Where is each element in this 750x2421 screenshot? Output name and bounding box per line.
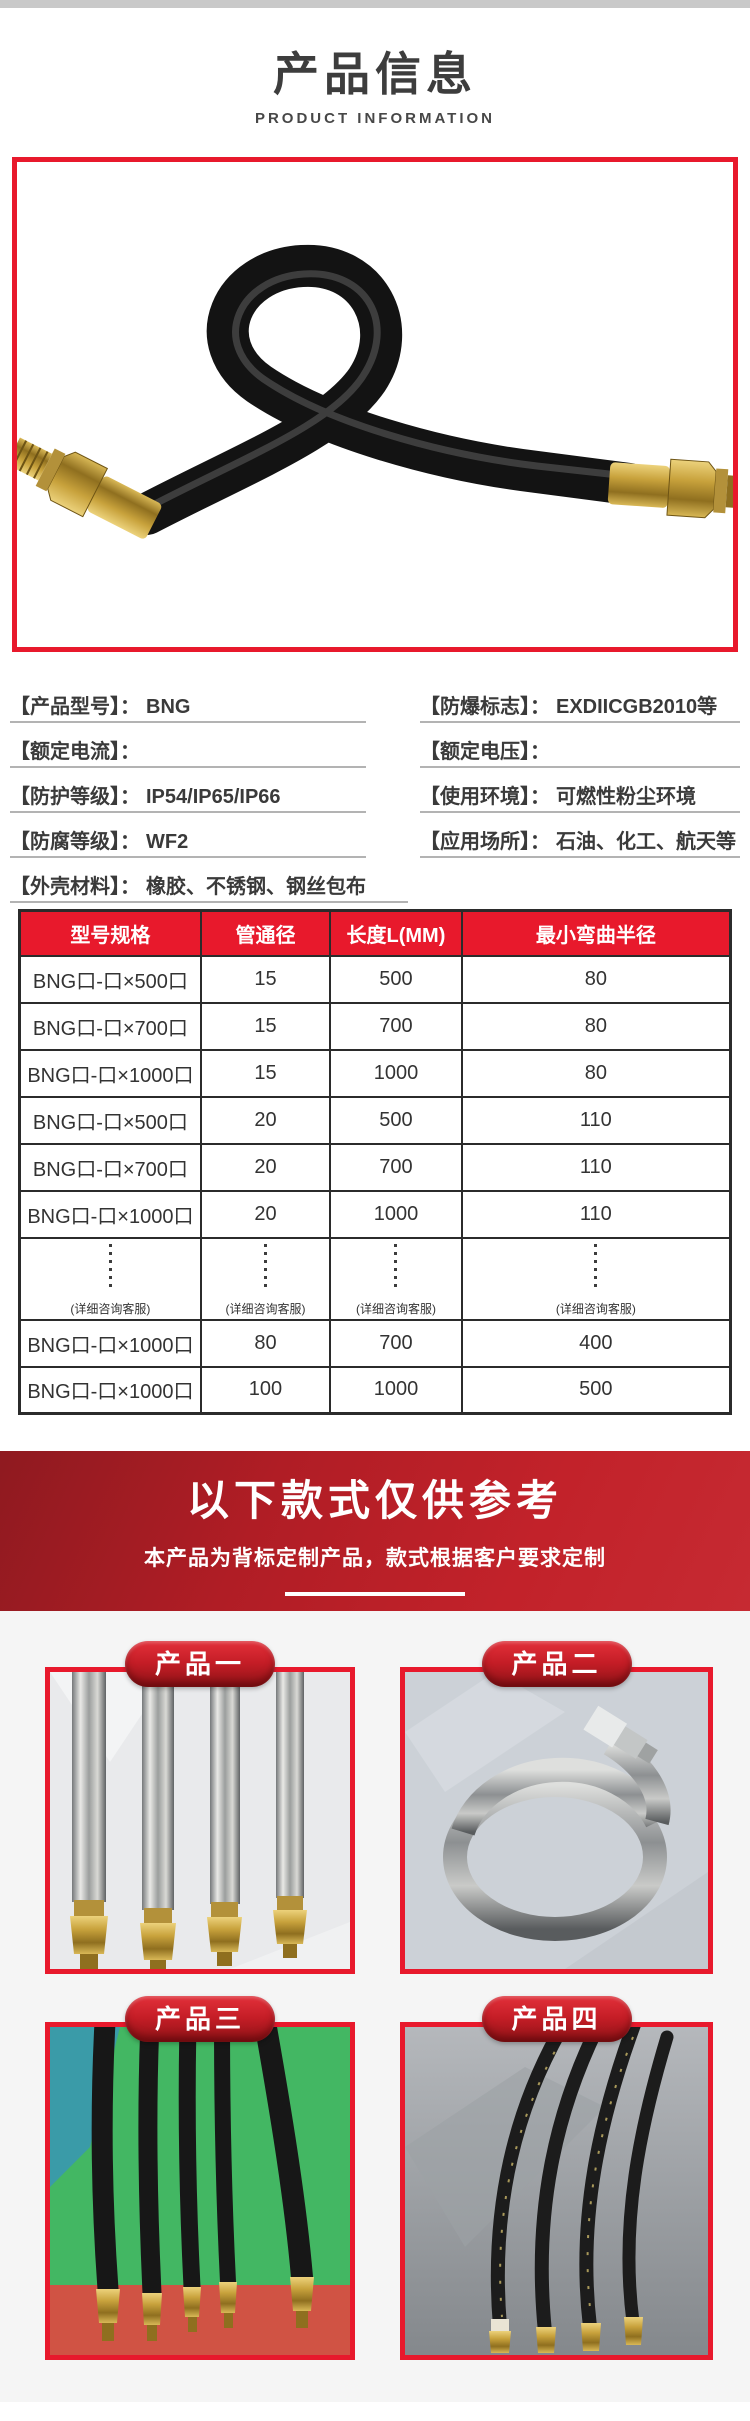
spec-row-rated-voltage: 【额定电压】： xyxy=(420,723,740,768)
spec-list: 【产品型号】： BNG 【额定电流】： 【防护等级】： IP54/IP65/IP66… xyxy=(0,678,750,903)
spec-row-shell-material: 【外壳材料】： 橡胶、不锈钢、钢丝包布 xyxy=(10,858,408,903)
table-row: BNG口-口×1000口 20 1000 110 xyxy=(18,1189,732,1239)
table-row: BNG口-口×700口 20 700 110 xyxy=(18,1142,732,1192)
black-hoses-green-photo xyxy=(50,2027,350,2355)
product-photo-frame-1 xyxy=(45,1667,355,1974)
gallery-grid: 产品一 xyxy=(45,1641,713,2360)
product-card-4: 产品四 xyxy=(400,1996,713,2360)
spec-row-use-environment: 【使用环境】： 可燃性粉尘环境 xyxy=(420,768,740,813)
main-product-photo-frame xyxy=(12,157,738,652)
vertical-dots-icon xyxy=(594,1244,598,1292)
product-style-gallery: 产品一 xyxy=(0,1611,750,2402)
spec-row-application-place: 【应用场所】： 石油、化工、航天等 xyxy=(420,813,740,858)
banner-divider xyxy=(285,1591,465,1596)
spec-column-right: 【防爆标志】： EXDIICGB2010等 【额定电压】： 【使用环境】： 可燃性粉… xyxy=(420,678,740,903)
table-row-ellipsis: (详细咨询客服) (详细咨询客服) (详细咨询客服) (详细咨询客服) xyxy=(18,1236,732,1321)
table-row: BNG口-口×1000口 80 700 400 xyxy=(18,1318,732,1368)
product-label-2: 产品二 xyxy=(481,1641,632,1687)
black-hoses-gray-photo xyxy=(405,2027,708,2355)
table-header: 型号规格 管通径 长度L(MM) 最小弯曲半径 xyxy=(18,909,732,957)
product-photo-frame-2 xyxy=(400,1667,713,1974)
table-row: BNG口-口×1000口 100 1000 500 xyxy=(18,1365,732,1415)
spec-row-rated-current: 【额定电流】： xyxy=(10,723,366,768)
product-card-3: 产品三 xyxy=(45,1996,355,2360)
col-header-model: 型号规格 xyxy=(18,909,202,957)
braided-hoses-photo xyxy=(50,1672,350,1969)
reference-notice-banner: 以下款式仅供参考 本产品为背标定制产品，款式根据客户要求定制 xyxy=(0,1451,750,1611)
vertical-dots-icon xyxy=(108,1244,112,1292)
page-subtitle: PRODUCT INFORMATION xyxy=(254,110,496,127)
table-row: BNG口-口×1000口 15 1000 80 xyxy=(18,1048,732,1098)
model-spec-table: 型号规格 管通径 长度L(MM) 最小弯曲半径 BNG口-口×500口 15 500… xyxy=(18,909,732,1415)
col-header-diameter: 管通径 xyxy=(199,909,332,957)
top-gray-bar xyxy=(0,0,750,8)
right-brass-fitting xyxy=(607,458,733,519)
table-row: BNG口-口×500口 20 500 110 xyxy=(18,1095,732,1145)
banner-title: 以下款式仅供参考 xyxy=(186,1476,563,1524)
product-label-3: 产品三 xyxy=(124,1996,276,2042)
spec-row-protection-grade: 【防护等级】： IP54/IP65/IP66 xyxy=(10,768,366,813)
coiled-braided-hose-photo xyxy=(405,1672,708,1969)
spec-column-left: 【产品型号】： BNG 【额定电流】： 【防护等级】： IP54/IP65/IP66… xyxy=(10,678,408,903)
product-card-1: 产品一 xyxy=(45,1641,355,1974)
page-title: 产品信息 xyxy=(273,48,477,100)
product-photo-frame-4 xyxy=(400,2022,713,2360)
banner-subtitle: 本产品为背标定制产品，款式根据客户要求定制 xyxy=(144,1546,606,1570)
vertical-dots-icon xyxy=(263,1244,267,1292)
spec-row-exproof-mark: 【防爆标志】： EXDIICGB2010等 xyxy=(420,678,740,723)
table-row: BNG口-口×700口 15 700 80 xyxy=(18,1001,732,1051)
page-header: 产品信息 PRODUCT INFORMATION xyxy=(0,8,750,127)
table-row: BNG口-口×500口 15 500 80 xyxy=(18,954,732,1004)
product-label-1: 产品一 xyxy=(124,1641,276,1687)
spec-row-corrosion-grade: 【防腐等级】： WF2 xyxy=(10,813,366,858)
product-photo-frame-3 xyxy=(45,2022,355,2360)
product-label-4: 产品四 xyxy=(481,1996,632,2042)
left-brass-fitting xyxy=(17,437,162,539)
col-header-length: 长度L(MM) xyxy=(329,909,463,957)
bng-hose-photo xyxy=(17,162,733,647)
spec-row-model: 【产品型号】： BNG xyxy=(10,678,366,723)
product-card-2: 产品二 xyxy=(400,1641,713,1974)
col-header-bend-radius: 最小弯曲半径 xyxy=(460,909,732,957)
vertical-dots-icon xyxy=(394,1244,398,1292)
